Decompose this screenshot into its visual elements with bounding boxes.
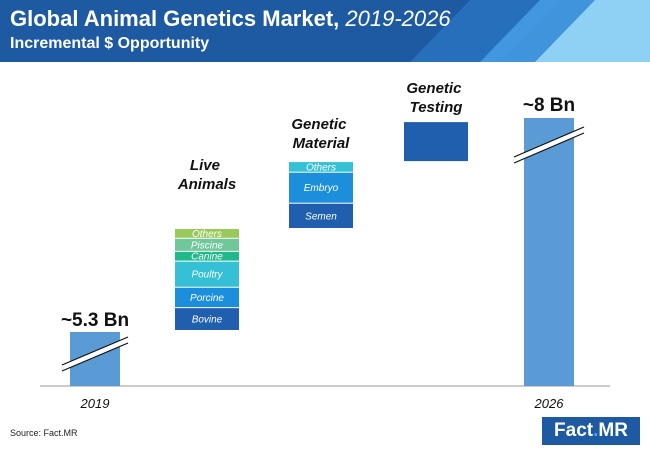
- chart-title: Global Animal Genetics Market, 2019-2026: [10, 6, 451, 32]
- x-tick-label-start: 2019: [80, 396, 110, 411]
- group-label-live-animals: Live Animals: [177, 157, 236, 193]
- group-label-genetic-material: Genetic Material: [291, 116, 350, 152]
- seg-material-semen: [289, 203, 353, 228]
- bar-end-break: [513, 126, 585, 164]
- chart-title-years: 2019-2026: [345, 6, 451, 31]
- factmr-logo: Fact.MR: [542, 417, 640, 445]
- source-note: Source: Fact.MR: [10, 428, 78, 438]
- stack-genetic-material: Semen Embryo Others: [289, 162, 353, 228]
- logo-end: MR: [598, 420, 628, 441]
- seg-material-embryo-label: Embryo: [304, 183, 339, 194]
- x-tick-label-end: 2026: [534, 396, 565, 411]
- seg-material-semen-label: Semen: [305, 211, 337, 222]
- seg-material-others-label: Others: [306, 162, 336, 173]
- seg-live-canine: [175, 251, 239, 261]
- chart-title-main: Global Animal Genetics Market,: [10, 6, 340, 31]
- stack-genetic-testing: [404, 122, 468, 162]
- seg-material-others: [289, 162, 353, 172]
- chart-subtitle: Incremental $ Opportunity: [10, 35, 210, 52]
- seg-live-bovine: [175, 308, 239, 330]
- group-label-genetic-material-line1: Genetic: [291, 116, 347, 133]
- header-banner: Global Animal Genetics Market, 2019-2026…: [0, 0, 650, 62]
- group-label-live-animals-line1: Live: [190, 157, 220, 174]
- header-decoration: [410, 0, 650, 62]
- seg-live-porcine: [175, 287, 239, 308]
- bar-start-break: [61, 336, 129, 372]
- group-label-genetic-material-line2: Material: [293, 135, 351, 152]
- seg-live-piscine-label: Piscine: [191, 240, 224, 251]
- seg-live-poultry: [175, 261, 239, 287]
- seg-live-porcine-label: Porcine: [190, 293, 224, 304]
- seg-live-poultry-label: Poultry: [191, 270, 223, 281]
- seg-live-piscine: [175, 238, 239, 251]
- seg-testing: [404, 122, 468, 162]
- bar-end: [524, 118, 574, 386]
- seg-live-others-label: Others: [192, 229, 222, 240]
- logo-main: Fact: [554, 420, 594, 441]
- group-label-genetic-testing-line1: Genetic: [406, 80, 462, 97]
- logo-dot: .: [593, 420, 599, 441]
- group-label-genetic-testing-line2: Testing: [410, 99, 463, 116]
- bar-start-value-label: ~5.3 Bn: [61, 310, 129, 331]
- stack-live-animals: Bovine Porcine Poultry Canine Piscine Ot…: [175, 229, 239, 330]
- group-label-live-animals-line2: Animals: [177, 176, 236, 193]
- seg-live-others: [175, 229, 239, 238]
- group-label-genetic-testing: Genetic Testing: [406, 80, 465, 116]
- seg-live-canine-label: Canine: [191, 252, 223, 263]
- bar-end-value-label: ~8 Bn: [523, 95, 575, 116]
- seg-material-embryo: [289, 172, 353, 203]
- seg-live-bovine-label: Bovine: [192, 315, 223, 326]
